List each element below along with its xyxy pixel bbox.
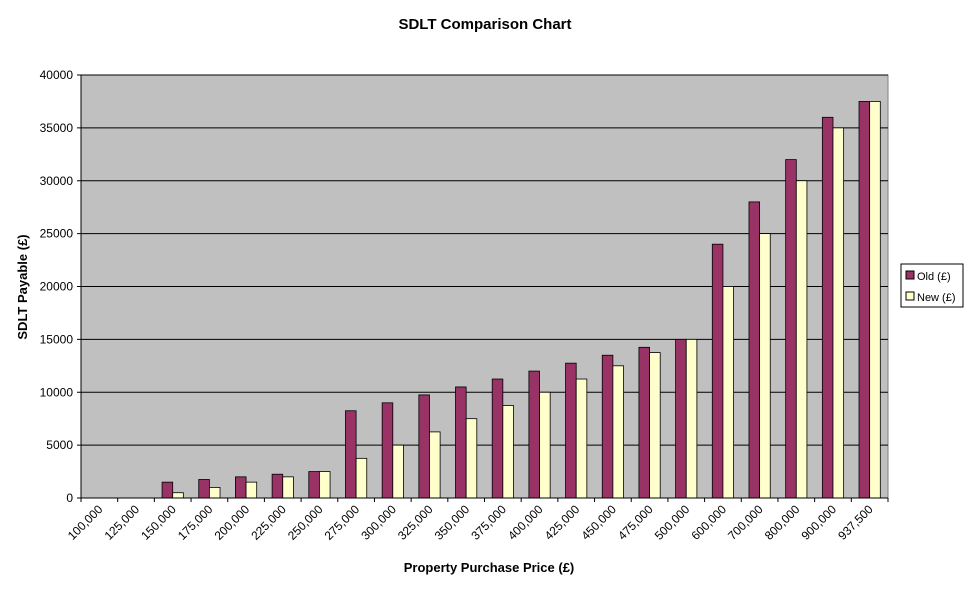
chart-title: SDLT Comparison Chart (398, 16, 571, 33)
bar-new-800000 (795, 180, 808, 499)
bar-old-200000 (235, 476, 247, 499)
x-tick-label: 800,000 (762, 502, 803, 543)
x-tick-label: 400,000 (505, 502, 546, 543)
bar-old-300000 (381, 402, 394, 499)
bar-new-275000 (355, 457, 368, 499)
x-axis-ticks: 100,000125,000150,000175,000200,000225,0… (65, 498, 889, 543)
bar-new-200000 (245, 481, 258, 499)
x-tick-label: 600,000 (688, 502, 729, 543)
bar-new-175000 (208, 487, 221, 499)
bar-old-325000 (418, 394, 430, 499)
bar-old-900000 (821, 116, 834, 499)
bar-new-325000 (429, 431, 441, 499)
x-tick-label: 450,000 (578, 502, 619, 543)
x-tick-label: 125,000 (102, 502, 143, 543)
bar-old-425000 (565, 362, 577, 499)
bar-new-300000 (392, 444, 404, 499)
bar-new-375000 (502, 405, 514, 499)
x-tick-label: 900,000 (799, 502, 840, 543)
legend-label-old: Old (£) (917, 271, 951, 283)
bar-old-275000 (345, 410, 357, 499)
y-axis-ticks: 0 5000 10000 15000 20000 25000 30000 35000 40000 (40, 68, 81, 505)
legend: Old (£) New (£) (900, 263, 964, 308)
bar-old-375000 (491, 378, 504, 499)
x-tick-label: 175,000 (175, 502, 216, 543)
bar-new-937500 (869, 101, 881, 499)
y-tick-label: 40000 (40, 68, 74, 82)
x-tick-label: 937,500 (835, 502, 876, 543)
legend-label-new: New (£) (917, 292, 956, 304)
x-tick-label: 425,000 (542, 502, 583, 543)
bar-old-500000 (675, 338, 687, 499)
x-tick-label: 275,000 (322, 502, 363, 543)
bar-new-400000 (539, 391, 551, 499)
bar-old-400000 (528, 370, 540, 499)
y-axis-label: SDLT Payable (£) (15, 234, 30, 339)
x-tick-label: 200,000 (212, 502, 253, 543)
bar-new-450000 (612, 365, 624, 499)
bars (161, 101, 881, 499)
legend-swatch-new (905, 291, 915, 301)
y-tick-label: 25000 (40, 227, 74, 241)
bar-old-700000 (748, 201, 761, 499)
y-tick-label: 10000 (40, 385, 74, 399)
bar-new-700000 (759, 233, 771, 499)
y-tick-label: 35000 (40, 121, 74, 135)
x-tick-label: 500,000 (652, 502, 693, 543)
legend-swatch-old (905, 270, 915, 280)
x-tick-label: 325,000 (395, 502, 436, 543)
bar-new-350000 (465, 418, 478, 499)
y-tick-label: 5000 (46, 438, 73, 452)
bar-old-450000 (601, 354, 614, 499)
bar-old-600000 (711, 243, 724, 499)
bar-new-425000 (575, 378, 588, 499)
bar-new-150000 (172, 492, 184, 499)
bar-new-900000 (832, 127, 845, 499)
x-tick-label: 300,000 (358, 502, 399, 543)
y-tick-label: 0 (66, 491, 73, 505)
bar-new-475000 (649, 352, 661, 499)
x-axis-label: Property Purchase Price (£) (404, 560, 575, 575)
bar-old-350000 (455, 386, 467, 499)
bar-old-225000 (271, 473, 284, 499)
bar-new-250000 (319, 471, 331, 499)
y-tick-label: 20000 (40, 280, 74, 294)
x-tick-label: 700,000 (725, 502, 766, 543)
x-tick-label: 350,000 (432, 502, 473, 543)
x-tick-label: 375,000 (468, 502, 509, 543)
bar-old-175000 (198, 479, 210, 499)
bar-old-250000 (308, 471, 320, 499)
x-tick-label: 225,000 (248, 502, 289, 543)
bar-new-600000 (722, 286, 734, 499)
x-tick-label: 150,000 (138, 502, 179, 543)
bar-new-500000 (685, 338, 698, 499)
bar-old-150000 (161, 481, 174, 499)
x-tick-label: 250,000 (285, 502, 326, 543)
y-tick-label: 30000 (40, 174, 74, 188)
bar-new-225000 (282, 476, 294, 499)
x-tick-label: 100,000 (65, 502, 106, 543)
x-tick-label: 475,000 (615, 502, 656, 543)
y-tick-label: 15000 (40, 332, 74, 346)
bar-old-937500 (858, 101, 871, 499)
bar-old-475000 (638, 346, 650, 499)
bar-old-800000 (785, 159, 797, 499)
